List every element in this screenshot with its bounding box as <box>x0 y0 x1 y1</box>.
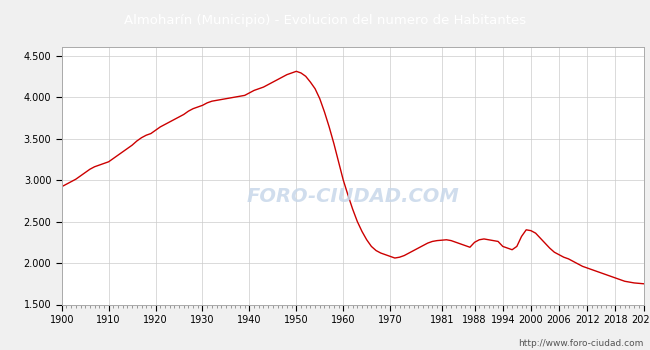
Text: Almoharín (Municipio) - Evolucion del numero de Habitantes: Almoharín (Municipio) - Evolucion del nu… <box>124 14 526 27</box>
Text: http://www.foro-ciudad.com: http://www.foro-ciudad.com <box>518 339 644 348</box>
Text: FORO-CIUDAD.COM: FORO-CIUDAD.COM <box>246 187 459 206</box>
